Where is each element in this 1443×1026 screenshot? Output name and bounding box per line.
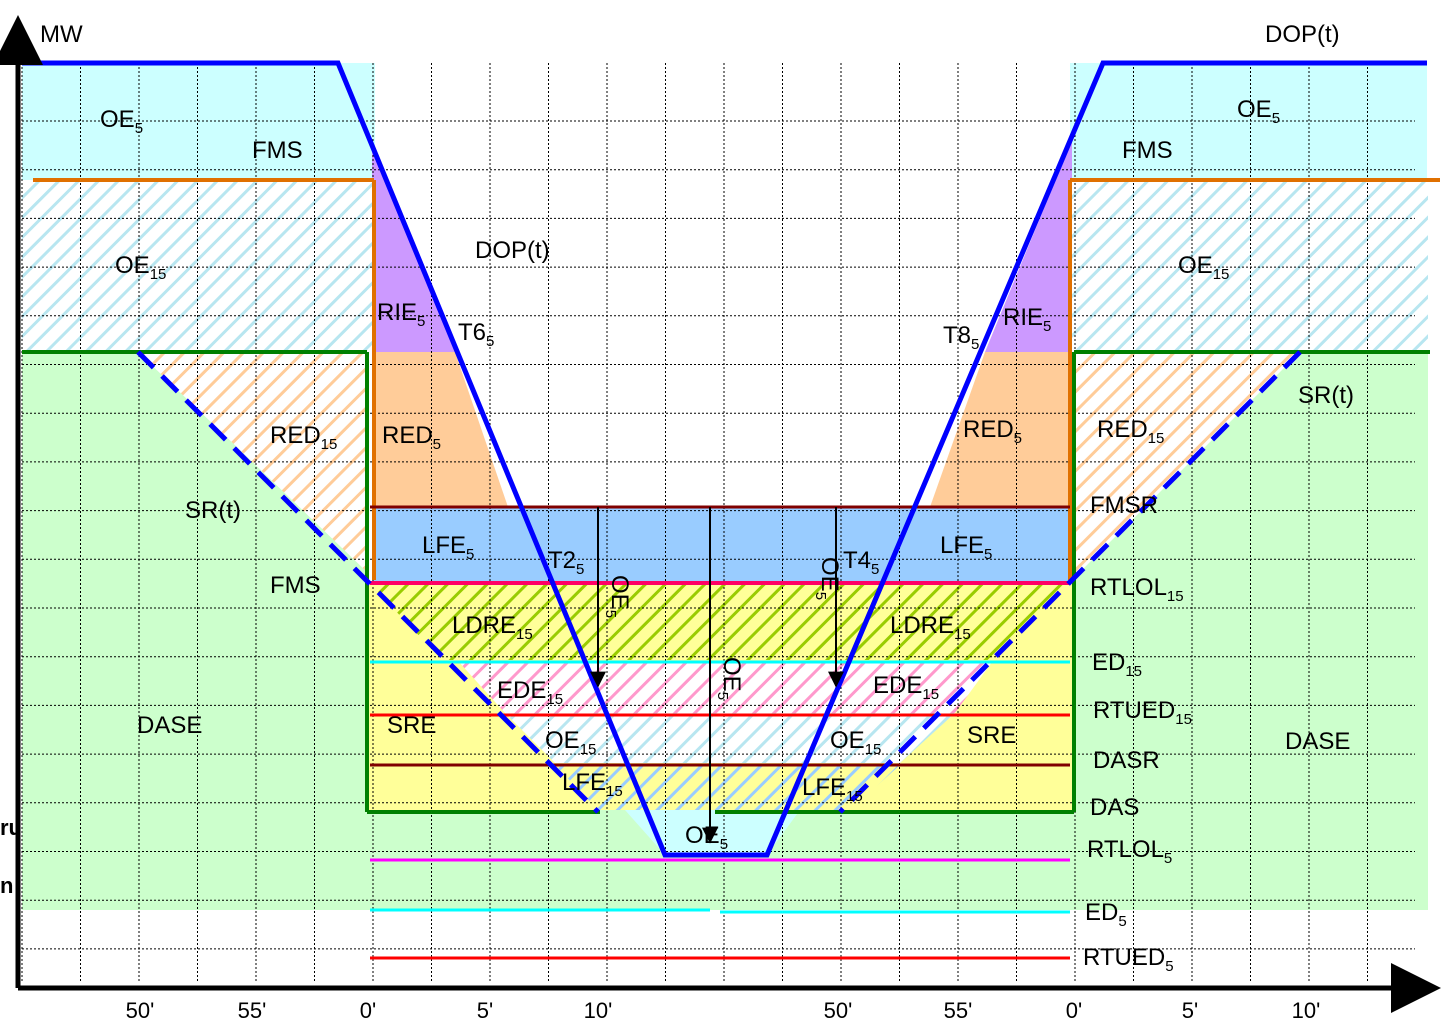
x-tick-label: 55' [944,998,973,1023]
lfe15-label-right: LFE15 [802,774,863,805]
x-tick-label: 5' [1182,998,1198,1023]
sr-label-left: SR(t) [185,497,241,524]
rie5-label-left: RIE5 [377,299,425,330]
dop-line [22,60,1427,858]
clipped-label-top: ru [0,815,22,840]
ldre15-label-left: LDRE15 [452,612,533,643]
clipped-label-bottom: n [0,873,13,898]
oe15-label-right: OE15 [1178,252,1229,283]
t2-label: T25 [548,547,584,578]
rtlol5-label: RTLOL5 [1087,836,1172,867]
ede15-label-left: EDE15 [497,677,563,708]
red5-left-area [372,352,508,507]
lfe5-label-left: LFE5 [422,532,474,563]
dase-label-left: DASE [137,712,202,739]
x-tick-label: 10' [584,998,613,1023]
fms-label-low: FMS [270,572,321,599]
sr-dashed-lines [136,350,1302,814]
red5-label-right: RED5 [963,416,1022,447]
x-tick-label: 5' [477,998,493,1023]
das-label: DAS [1090,794,1139,821]
x-tick-label: 10' [1292,998,1321,1023]
x-tick-labels: 50' 55' 0' 5' 10' 50' 55' 0' 5' 10' [126,998,1321,1023]
lfe5-label-right: LFE5 [940,532,992,563]
axes [0,15,1441,1013]
x-tick-label: 50' [126,998,155,1023]
dasr-label: DASR [1093,747,1160,774]
rie5-label-right: RIE5 [1003,304,1051,335]
threshold-lines [22,178,1440,960]
dase-label-right: DASE [1285,728,1350,755]
oe15-small-area [505,713,955,763]
t8-label: T85 [943,322,979,353]
sre-label-right: SRE [967,722,1016,749]
sre-label-left: SRE [387,712,436,739]
red5-label-left: RED5 [382,422,441,453]
oe5-arrow-label-2: OE5 [714,657,745,700]
ed5-label: ED5 [1085,899,1127,930]
ede15-label-right: EDE15 [873,672,939,703]
sr-label-right: SR(t) [1298,382,1354,409]
fmsr-label: FMSR [1090,492,1158,519]
t4-label: T45 [843,547,879,578]
red5-right-area [930,352,1072,507]
ldre15-label-right: LDRE15 [890,612,971,643]
oe5-arrows [590,507,844,844]
red15-label-right: RED15 [1097,416,1164,447]
oe5-label-left: OE5 [100,106,143,137]
oe15-label-low-left: OE15 [545,727,596,758]
fms-label-right: FMS [1122,137,1173,164]
oe5-arrow-label-1: OE5 [602,575,633,618]
oe5-arrow-label-3: OE5 [812,557,843,600]
oe5-label-right: OE5 [1237,96,1280,127]
x-tick-label: 55' [238,998,267,1023]
oe15-label-low-right: OE15 [830,727,881,758]
oe15-label-left: OE15 [115,252,166,283]
fms-label-left: FMS [252,137,303,164]
y-axis-label: MW [40,21,83,48]
red15-label-left: RED15 [270,422,337,453]
dop-label-right: DOP(t) [1265,21,1340,48]
lfe5-area [372,507,1072,583]
x-tick-label: 0' [1066,998,1082,1023]
lfe15-label-left: LFE15 [562,769,623,800]
ldre15-area [369,583,1072,660]
t6-label: T65 [458,319,494,350]
gridlines [21,63,1415,983]
ed15-label: ED15 [1092,649,1142,680]
x-tick-label: 0' [360,998,376,1023]
subscript-labels: OE5 OE5 OE15 OE15 RIE5 T65 T85 RIE5 RED1… [100,96,1280,975]
oe5-label-bottom: OE5 [685,822,728,853]
dop-label-mid: DOP(t) [475,237,550,264]
x-tick-label: 50' [824,998,853,1023]
rtlol15-label: RTLOL15 [1090,574,1184,605]
rtued5-label: RTUED5 [1083,944,1174,975]
rtued15-label: RTUED15 [1093,697,1192,728]
plain-labels: MW DOP(t) FMS FMS DOP(t) SR(t) SR(t) FMS… [0,21,1354,898]
